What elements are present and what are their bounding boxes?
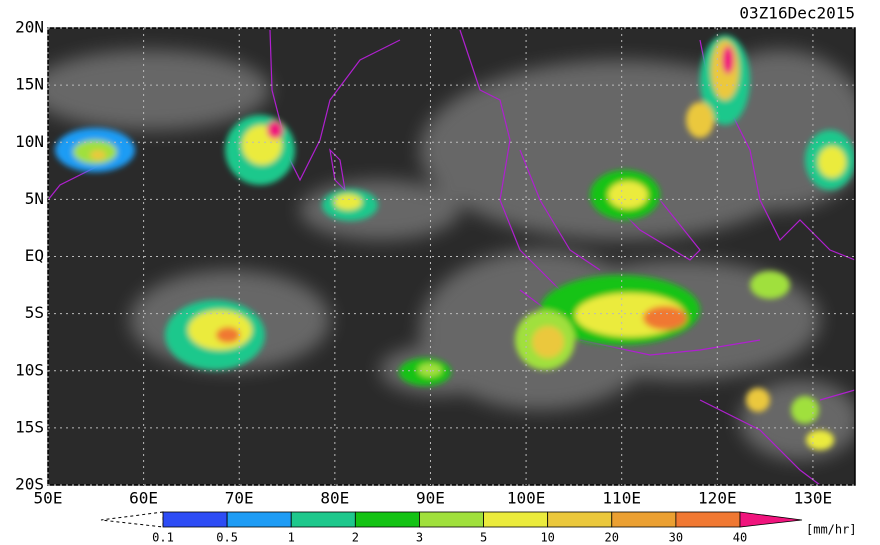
colorbar-label: 2 xyxy=(352,531,359,545)
x-tick-label: 60E xyxy=(129,489,158,508)
colorbar-unit: [mm/hr] xyxy=(806,523,857,537)
colorbar-over xyxy=(739,511,803,528)
colorbar-label: 3 xyxy=(416,531,423,545)
colorbar-label: 10 xyxy=(540,531,554,545)
colorbar-label: 1 xyxy=(288,531,295,545)
x-tick-label: 100E xyxy=(507,489,546,508)
colorbar-segment xyxy=(290,511,356,528)
colorbar xyxy=(100,511,164,528)
x-tick-label: 80E xyxy=(320,489,349,508)
x-tick-label: 110E xyxy=(602,489,641,508)
x-tick-label: 120E xyxy=(698,489,737,508)
y-tick-label: 5S xyxy=(25,303,44,322)
y-tick-label: 10S xyxy=(15,360,44,379)
map-title: 03Z16Dec2015 xyxy=(739,4,855,23)
colorbar-label: 0.5 xyxy=(216,531,238,545)
colorbar-segment xyxy=(547,511,613,528)
map-layer xyxy=(48,29,855,485)
colorbar-label: 5 xyxy=(480,531,487,545)
colorbar-segment xyxy=(226,511,292,528)
y-tick-label: 10N xyxy=(15,132,44,151)
colorbar-under xyxy=(100,511,164,528)
colorbar-segment xyxy=(162,511,228,528)
colorbar-segment xyxy=(354,511,420,528)
colorbar-segment xyxy=(675,511,741,528)
y-tick-label: 20N xyxy=(15,18,44,37)
colorbar-label: 40 xyxy=(733,531,747,545)
y-tick-label: 15N xyxy=(15,75,44,94)
colorbar-segment xyxy=(483,511,549,528)
colorbar-segment xyxy=(419,511,484,528)
y-tick-label: 20S xyxy=(15,475,44,494)
y-tick-label: 15S xyxy=(15,417,44,436)
rain-cells xyxy=(55,35,855,450)
x-tick-label: 50E xyxy=(34,489,63,508)
colorbar-label: 0.1 xyxy=(152,531,174,545)
x-tick-label: 130E xyxy=(794,489,833,508)
y-tick-label: 5N xyxy=(25,189,44,208)
x-tick-label: 70E xyxy=(225,489,254,508)
colorbar-label: 30 xyxy=(669,531,683,545)
y-tick-label: EQ xyxy=(25,246,44,265)
colorbar-label: 20 xyxy=(605,531,619,545)
colorbar-segment xyxy=(611,511,677,528)
x-tick-label: 90E xyxy=(416,489,445,508)
